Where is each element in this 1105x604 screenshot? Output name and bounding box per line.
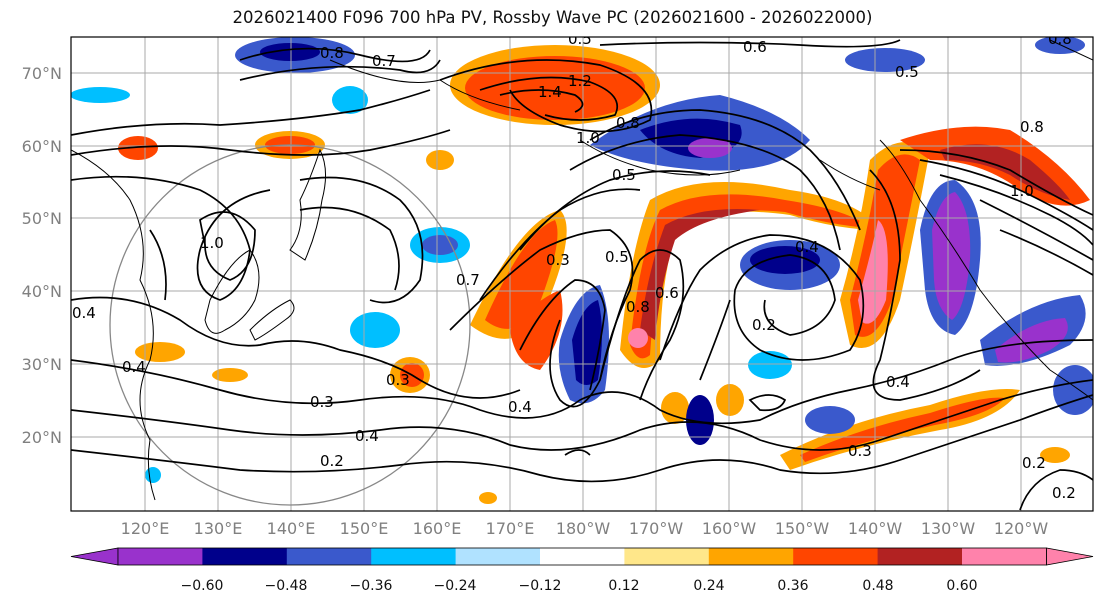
contour-label: 0.5 [605,248,629,266]
lon-label: 130°E [194,519,243,538]
lat-label: 60°N [22,137,62,156]
colorbar-segment [962,548,1047,565]
colorbar-segment [793,548,879,565]
reference-circle [109,144,471,506]
lon-label: 170°E [486,519,535,538]
lon-label: 170°W [629,519,684,538]
lat-label: 20°N [22,428,62,447]
contour-label: 0.4 [886,373,910,391]
colorbar-segment [455,548,541,565]
colorbar-segment [624,548,710,565]
lon-label: 140°E [267,519,316,538]
colorbar-segment [371,548,457,565]
latitude-labels: 70°N 60°N 50°N 40°N 30°N 20°N [22,64,62,447]
contour-label: 0.4 [508,398,532,416]
contour-label: 0.8 [1020,118,1044,136]
contour-label: 0.2 [320,452,344,470]
contour-labels: 0.8 0.7 0.5 1.2 1.4 0.6 0.5 0.8 0.8 1.0 … [72,30,1076,502]
contour-label: 0.3 [848,442,872,460]
graticule [71,37,1093,511]
longitude-labels: 120°E 130°E 140°E 150°E 160°E 170°E 180°… [121,519,1049,538]
lon-label: 160°E [413,519,462,538]
colorbar-tick-label: −0.60 [181,578,224,594]
contour-label: 1.0 [1010,182,1034,200]
lon-label: 140°W [848,519,903,538]
colorbar-segment [202,548,288,565]
lat-label: 70°N [22,64,62,83]
colorbar-ticks: −0.60 −0.48 −0.36 −0.24 −0.12 0.12 0.24 … [181,578,978,594]
contour-label: 1.0 [200,234,224,252]
colorbar-segment [877,548,963,565]
lon-label: 150°E [340,519,389,538]
contour-label: 0.6 [655,284,679,302]
contour-label: 0.8 [320,44,344,62]
contour-label: 0.2 [1052,484,1076,502]
contour-label: 1.4 [538,83,562,101]
lon-label: 120°E [121,519,170,538]
contour-label: 0.4 [795,238,819,256]
colorbar-tick-label: 0.36 [777,578,808,594]
contour-label: 0.3 [386,371,410,389]
colorbar-frame [117,547,1047,566]
colorbar [70,547,1094,566]
coastlines [71,39,1093,501]
colorbar-segment [708,548,794,565]
pv-contours [71,39,1093,511]
contour-label: 0.2 [1022,454,1046,472]
contour-label: 0.4 [72,304,96,322]
contour-label: 0.5 [612,166,636,184]
lon-label: 150°W [775,519,830,538]
contour-label: 0.5 [895,63,919,81]
lon-label: 120°W [994,519,1049,538]
lon-label: 160°W [702,519,757,538]
lat-label: 30°N [22,355,62,374]
colorbar-segment [286,548,372,565]
contour-label: 0.6 [743,38,767,56]
colorbar-segment [118,548,203,565]
contour-label: 0.8 [626,298,650,316]
contour-label: 0.7 [456,271,480,289]
colorbar-extend-max [1046,547,1094,566]
lon-label: 130°W [921,519,976,538]
map-frame [70,36,1094,512]
contour-label: 0.7 [372,52,396,70]
contour-label: 0.8 [1048,30,1072,48]
contour-label: 1.0 [576,129,600,147]
contour-label: 0.3 [546,251,570,269]
contour-label: 0.5 [568,30,592,48]
colorbar-tick-label: −0.36 [350,578,393,594]
colorbar-tick-label: 0.12 [608,578,639,594]
colorbar-tick-label: 0.48 [862,578,893,594]
colorbar-tick-label: 0.60 [946,578,977,594]
contour-label: 0.4 [355,427,379,445]
lon-label: 180°W [556,519,611,538]
contour-label: 0.8 [616,114,640,132]
lat-label: 40°N [22,282,62,301]
colorbar-tick-label: −0.12 [519,578,562,594]
map-title: 2026021400 F096 700 hPa PV, Rossby Wave … [232,8,873,27]
colorbar-extend-min [70,547,119,566]
colorbar-segment [540,548,625,565]
contour-label: 0.3 [310,393,334,411]
contour-label: 0.2 [752,316,776,334]
colorbar-tick-label: 0.24 [693,578,724,594]
contour-label: 1.2 [568,72,592,90]
lat-label: 50°N [22,209,62,228]
colorbar-tick-label: −0.24 [434,578,477,594]
contour-label: 0.4 [122,358,146,376]
colorbar-tick-label: −0.48 [265,578,308,594]
